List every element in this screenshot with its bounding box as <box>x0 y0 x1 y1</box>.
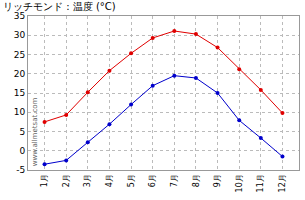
svg-text:2月: 2月 <box>62 174 71 187</box>
svg-text:15: 15 <box>14 88 25 98</box>
svg-text:30: 30 <box>14 30 26 40</box>
svg-text:9月: 9月 <box>213 174 222 187</box>
svg-text:20: 20 <box>14 69 26 79</box>
svg-text:35: 35 <box>14 11 25 21</box>
svg-text:5月: 5月 <box>127 174 136 187</box>
svg-text:10月: 10月 <box>235 174 244 192</box>
svg-text:25: 25 <box>14 50 25 60</box>
svg-text:リッチモンド : 温度 (°C): リッチモンド : 温度 (°C) <box>3 1 116 12</box>
svg-text:7月: 7月 <box>170 174 179 187</box>
svg-text:www.allmetsat.com: www.allmetsat.com <box>31 97 39 166</box>
svg-text:3月: 3月 <box>83 174 92 187</box>
svg-text:0: 0 <box>19 146 25 156</box>
svg-text:-5: -5 <box>16 165 25 175</box>
svg-text:1月: 1月 <box>40 174 49 187</box>
svg-text:10: 10 <box>14 107 26 117</box>
svg-text:4月: 4月 <box>105 174 114 187</box>
svg-text:12月: 12月 <box>278 174 287 192</box>
svg-text:5: 5 <box>19 127 25 137</box>
svg-text:8月: 8月 <box>192 174 201 187</box>
svg-text:11月: 11月 <box>256 174 265 192</box>
svg-text:6月: 6月 <box>148 174 157 187</box>
